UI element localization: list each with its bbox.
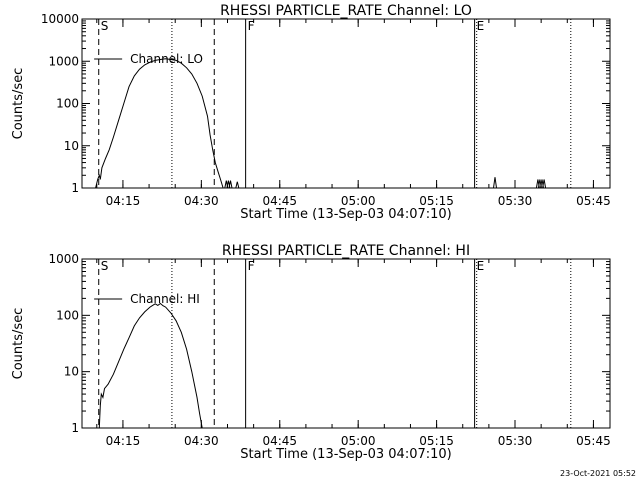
- y-tick-label: 10: [64, 139, 79, 153]
- y-axis-title: Counts/sec: [11, 68, 26, 140]
- x-tick-label: 05:00: [341, 194, 376, 208]
- data-spike: [493, 177, 497, 189]
- data-spike: [235, 181, 240, 189]
- y-axis: 1 10 100 1000: [48, 252, 610, 435]
- legend-label: Channel: HI: [130, 292, 200, 306]
- data-spike: [542, 179, 547, 189]
- x-tick-label: 04:15: [106, 434, 141, 448]
- data-spike: [228, 180, 233, 189]
- x-tick-label: 05:45: [576, 194, 611, 208]
- legend: Channel: LO: [94, 52, 203, 66]
- y-axis-title: Counts/sec: [11, 308, 26, 380]
- event-marker-label: F: [248, 259, 255, 273]
- chart-title: RHESSI PARTICLE_RATE Channel: LO: [220, 3, 472, 19]
- x-tick-label: 04:15: [106, 194, 141, 208]
- plot-frame: [81, 258, 611, 429]
- x-tick-label: 05:30: [498, 194, 533, 208]
- x-tick-label: 04:45: [262, 434, 297, 448]
- series-line: [98, 302, 203, 429]
- event-marker-label: S: [101, 259, 109, 273]
- y-tick-label: 1000: [48, 54, 79, 68]
- x-tick-label: 05:15: [419, 194, 454, 208]
- chart-title: RHESSI PARTICLE_RATE Channel: HI: [222, 243, 470, 259]
- x-axis: 04:15 04:30 04:45 05:00 05:15 05:30 05:45: [96, 19, 611, 208]
- plot-frame: [81, 18, 611, 189]
- x-tick-label: 04:30: [184, 434, 219, 448]
- data-series: [95, 58, 547, 189]
- generated-timestamp: 23-Oct-2021 05:52: [560, 469, 636, 478]
- y-tick-label: 10000: [41, 12, 79, 26]
- data-series: [98, 302, 203, 429]
- x-axis-title: Start Time (13-Sep-03 04:07:10): [240, 207, 451, 222]
- chart-panel-hi: RHESSI PARTICLE_RATE Channel: HI 1101001…: [11, 243, 611, 462]
- y-tick-label: 100: [56, 308, 79, 322]
- x-axis-title: Start Time (13-Sep-03 04:07:10): [240, 447, 451, 462]
- chart-panel-lo: RHESSI PARTICLE_RATE Channel: LO 1101001…: [11, 3, 611, 222]
- y-tick-label: 10: [64, 365, 79, 379]
- event-marker-label: F: [248, 19, 255, 33]
- event-marker-label: E: [477, 259, 485, 273]
- series-line: [95, 58, 224, 189]
- x-tick-label: 04:45: [262, 194, 297, 208]
- y-tick-label: 100: [56, 97, 79, 111]
- y-tick-label: 1: [71, 181, 79, 195]
- x-tick-label: 04:30: [184, 194, 219, 208]
- legend: Channel: HI: [94, 292, 200, 306]
- event-marker-label: S: [101, 19, 109, 33]
- x-tick-label: 05:00: [341, 434, 376, 448]
- x-tick-label: 05:15: [419, 434, 454, 448]
- y-axis: 1 10 100 1000 10000: [41, 12, 610, 195]
- y-tick-label: 1: [71, 421, 79, 435]
- x-axis: 04:15 04:30 04:45 05:00 05:15 05:30 05:45: [96, 259, 611, 448]
- x-tick-label: 05:45: [576, 434, 611, 448]
- y-tick-label: 1000: [48, 252, 79, 266]
- x-tick-label: 05:30: [498, 434, 533, 448]
- event-marker-label: E: [477, 19, 485, 33]
- legend-label: Channel: LO: [130, 52, 203, 66]
